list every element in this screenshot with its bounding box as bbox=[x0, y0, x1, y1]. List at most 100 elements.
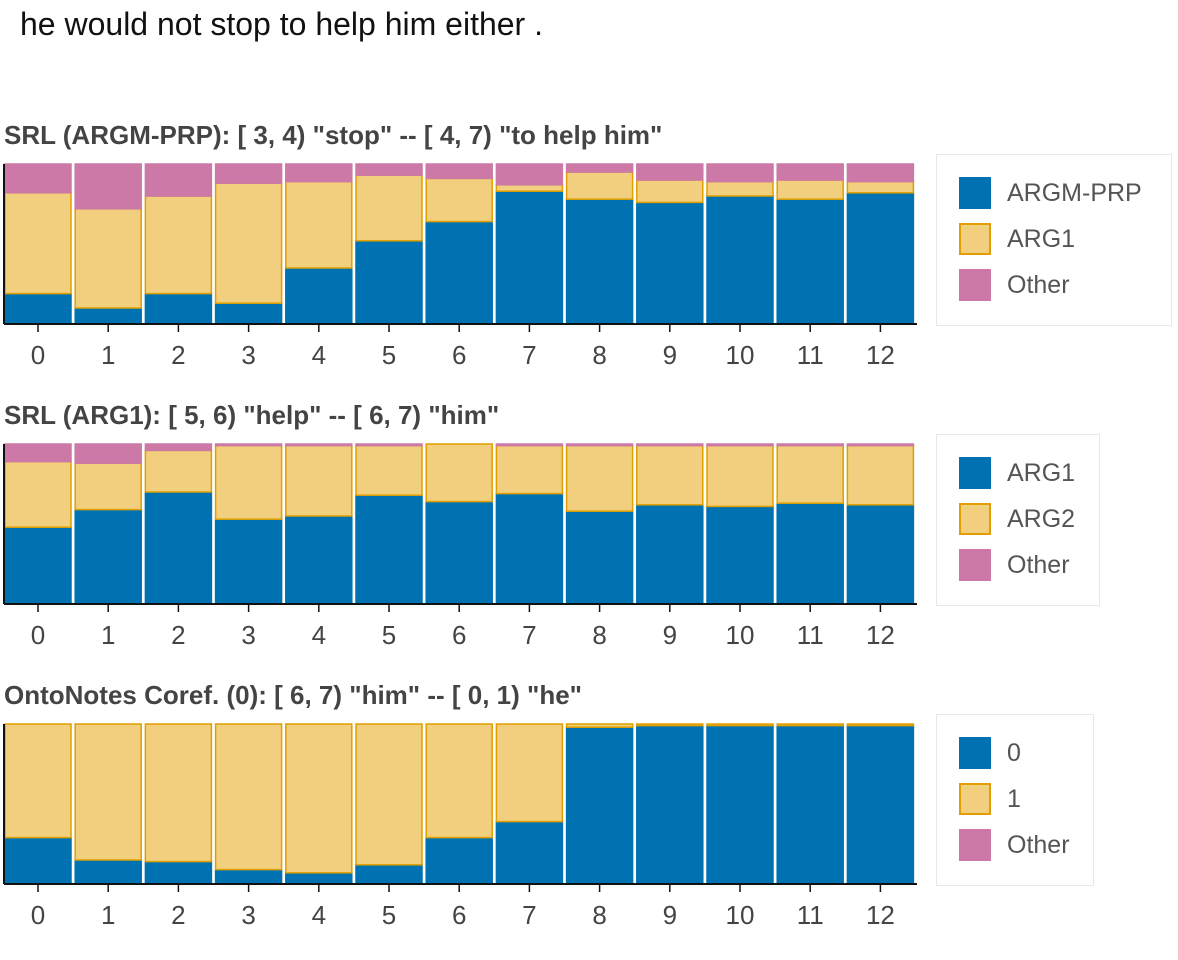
bar-argm-prp-layer-9 bbox=[636, 201, 704, 325]
x-tick-label: 8 bbox=[592, 340, 606, 370]
bar-argm-prp-layer-11 bbox=[776, 198, 844, 325]
bar-argm-prp-layer-0 bbox=[4, 292, 72, 325]
bar-arg1-layer-2 bbox=[144, 195, 213, 295]
bar-other-layer-7 bbox=[495, 443, 564, 447]
bar-0-layer-10 bbox=[706, 724, 774, 885]
x-tick-label: 3 bbox=[241, 340, 255, 370]
bar-0-layer-5 bbox=[355, 864, 423, 885]
bar-1-layer-11 bbox=[776, 723, 844, 727]
x-tick-label: 8 bbox=[592, 900, 606, 930]
x-tick-label: 11 bbox=[797, 620, 824, 650]
bar-1-layer-3 bbox=[214, 723, 283, 871]
x-tick-label: 5 bbox=[382, 340, 396, 370]
x-tick-label: 9 bbox=[663, 900, 677, 930]
x-tick-label: 1 bbox=[101, 900, 115, 930]
bar-arg1-layer-1 bbox=[74, 508, 142, 605]
chart-legend: ARGM-PRP ARG1 Other bbox=[936, 154, 1172, 326]
chart-panel-coref: OntoNotes Coref. (0): [ 6, 7) "him" -- [… bbox=[0, 680, 1178, 960]
x-tick-label: 6 bbox=[452, 620, 466, 650]
bar-1-layer-12 bbox=[846, 723, 915, 727]
bar-arg1-layer-8 bbox=[565, 171, 634, 200]
x-tick-label: 12 bbox=[866, 620, 895, 650]
x-tick-label: 12 bbox=[866, 340, 895, 370]
x-tick-label: 11 bbox=[797, 900, 824, 930]
bar-argm-prp-layer-3 bbox=[214, 302, 283, 325]
x-tick-label: 3 bbox=[241, 900, 255, 930]
bar-1-layer-2 bbox=[144, 723, 213, 863]
legend-swatch bbox=[959, 269, 991, 301]
x-tick-label: 5 bbox=[382, 900, 396, 930]
bar-0-layer-8 bbox=[565, 726, 634, 885]
x-tick-label: 1 bbox=[101, 340, 115, 370]
legend-swatch bbox=[959, 503, 991, 535]
bar-argm-prp-layer-5 bbox=[355, 240, 423, 325]
bar-arg1-layer-2 bbox=[144, 491, 213, 605]
chart-title: SRL (ARGM-PRP): [ 3, 4) "stop" -- [ 4, 7… bbox=[4, 120, 663, 150]
bar-other-layer-2 bbox=[144, 163, 213, 197]
bar-arg1-layer-6 bbox=[425, 500, 493, 605]
bar-other-layer-0 bbox=[4, 443, 72, 463]
legend-swatch bbox=[959, 829, 991, 861]
x-tick-label: 3 bbox=[241, 620, 255, 650]
bar-arg2-layer-10 bbox=[706, 444, 774, 508]
bar-arg1-layer-5 bbox=[355, 174, 423, 242]
bar-arg2-layer-0 bbox=[4, 460, 72, 528]
bar-argm-prp-layer-8 bbox=[565, 198, 634, 325]
legend-swatch bbox=[959, 457, 991, 489]
chart-panel-arg1: SRL (ARG1): [ 5, 6) "help" -- [ 6, 7) "h… bbox=[0, 400, 1178, 680]
x-tick-label: 10 bbox=[726, 340, 755, 370]
bar-other-layer-9 bbox=[636, 443, 704, 447]
legend-label: Other bbox=[1007, 271, 1070, 299]
bar-arg1-layer-6 bbox=[425, 177, 493, 223]
bar-arg1-layer-12 bbox=[846, 180, 915, 194]
bar-arg1-layer-8 bbox=[565, 510, 634, 605]
legend-swatch bbox=[959, 783, 991, 815]
bar-arg1-layer-9 bbox=[636, 179, 704, 204]
bar-0-layer-6 bbox=[425, 836, 493, 885]
legend-label: ARG1 bbox=[1007, 459, 1076, 487]
bar-arg1-layer-1 bbox=[74, 208, 142, 309]
bar-other-layer-11 bbox=[776, 443, 844, 447]
bar-arg2-layer-7 bbox=[495, 444, 564, 495]
x-tick-label: 0 bbox=[31, 900, 45, 930]
bar-0-layer-12 bbox=[846, 724, 915, 885]
bar-other-layer-4 bbox=[285, 163, 353, 183]
legend-swatch bbox=[959, 549, 991, 581]
bar-arg2-layer-2 bbox=[144, 449, 213, 493]
bar-other-layer-10 bbox=[706, 163, 774, 183]
bar-arg1-layer-4 bbox=[285, 515, 353, 605]
bar-arg1-layer-3 bbox=[214, 518, 283, 605]
legend-label: Other bbox=[1007, 551, 1070, 579]
bar-0-layer-2 bbox=[144, 860, 213, 885]
bar-1-layer-0 bbox=[4, 723, 72, 839]
bar-arg2-layer-6 bbox=[425, 443, 493, 503]
x-tick-label: 4 bbox=[312, 620, 326, 650]
chart-title: SRL (ARG1): [ 5, 6) "help" -- [ 6, 7) "h… bbox=[4, 400, 500, 430]
bar-0-layer-9 bbox=[636, 724, 704, 885]
bar-0-layer-3 bbox=[214, 868, 283, 885]
x-tick-label: 4 bbox=[312, 900, 326, 930]
x-tick-label: 7 bbox=[522, 620, 536, 650]
bar-other-layer-1 bbox=[74, 163, 142, 210]
bar-other-layer-0 bbox=[4, 163, 72, 194]
x-tick-label: 5 bbox=[382, 620, 396, 650]
bar-other-layer-4 bbox=[285, 443, 353, 447]
bar-arg1-layer-9 bbox=[636, 504, 704, 605]
chart-title: OntoNotes Coref. (0): [ 6, 7) "him" -- [… bbox=[4, 680, 583, 710]
x-tick-label: 0 bbox=[31, 620, 45, 650]
bar-argm-prp-layer-7 bbox=[495, 190, 564, 325]
bar-arg1-layer-10 bbox=[706, 180, 774, 197]
x-tick-label: 6 bbox=[452, 340, 466, 370]
bar-arg1-layer-11 bbox=[776, 179, 844, 200]
bar-arg1-layer-7 bbox=[495, 492, 564, 605]
bar-0-layer-0 bbox=[4, 836, 72, 885]
x-tick-label: 9 bbox=[663, 620, 677, 650]
bar-1-layer-8 bbox=[565, 723, 634, 728]
x-tick-label: 1 bbox=[101, 620, 115, 650]
bar-1-layer-1 bbox=[74, 723, 142, 861]
bar-other-layer-8 bbox=[565, 163, 634, 173]
bar-0-layer-11 bbox=[776, 724, 844, 885]
x-tick-label: 10 bbox=[726, 900, 755, 930]
bar-other-layer-6 bbox=[425, 163, 493, 180]
legend-label: ARG2 bbox=[1007, 505, 1076, 533]
